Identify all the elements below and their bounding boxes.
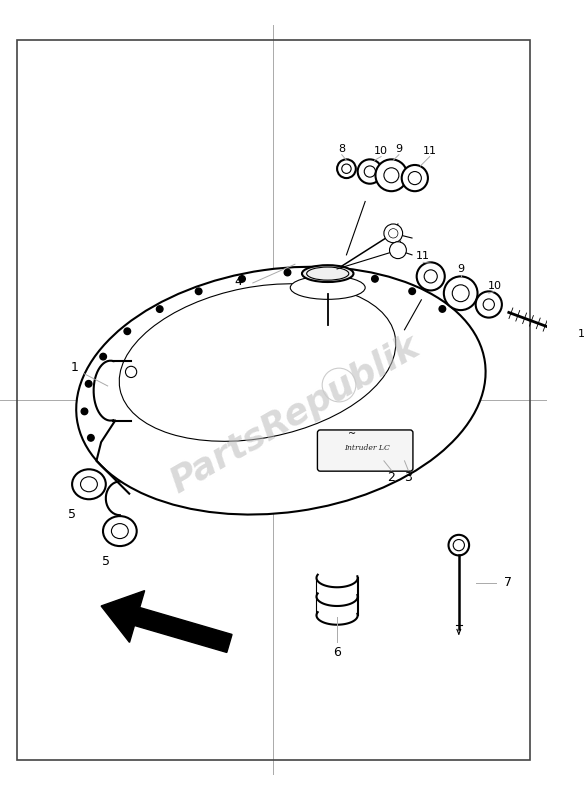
Ellipse shape bbox=[72, 470, 106, 499]
Ellipse shape bbox=[103, 516, 137, 546]
Circle shape bbox=[390, 242, 406, 258]
Text: 7: 7 bbox=[503, 576, 512, 589]
Text: 1: 1 bbox=[71, 361, 79, 374]
Circle shape bbox=[409, 288, 415, 294]
Circle shape bbox=[126, 366, 137, 378]
Text: 2: 2 bbox=[387, 471, 395, 484]
Text: 8: 8 bbox=[338, 144, 345, 154]
Circle shape bbox=[337, 159, 356, 178]
Circle shape bbox=[284, 270, 291, 276]
Polygon shape bbox=[101, 590, 232, 653]
Circle shape bbox=[88, 434, 94, 441]
Circle shape bbox=[371, 275, 378, 282]
Circle shape bbox=[568, 330, 583, 345]
Text: 3: 3 bbox=[404, 471, 412, 484]
Text: 5: 5 bbox=[102, 554, 110, 567]
Ellipse shape bbox=[76, 266, 486, 514]
Text: Intruder LC: Intruder LC bbox=[344, 444, 390, 452]
Text: 6: 6 bbox=[333, 646, 341, 659]
Circle shape bbox=[81, 408, 88, 414]
Circle shape bbox=[124, 328, 131, 334]
Text: PartsRepublik: PartsRepublik bbox=[165, 330, 426, 500]
Text: 10: 10 bbox=[374, 146, 388, 156]
Circle shape bbox=[402, 165, 428, 191]
Circle shape bbox=[196, 288, 202, 294]
Circle shape bbox=[85, 381, 92, 387]
Text: 5: 5 bbox=[68, 508, 76, 521]
Circle shape bbox=[444, 277, 478, 310]
Circle shape bbox=[376, 159, 407, 191]
Text: 9: 9 bbox=[457, 264, 464, 274]
FancyBboxPatch shape bbox=[318, 430, 413, 471]
Circle shape bbox=[384, 224, 402, 242]
Circle shape bbox=[357, 159, 382, 184]
Text: 9: 9 bbox=[395, 144, 402, 154]
Ellipse shape bbox=[302, 265, 353, 282]
Circle shape bbox=[416, 262, 445, 290]
Text: 4: 4 bbox=[235, 274, 243, 287]
Text: 11: 11 bbox=[423, 146, 437, 156]
Text: 11: 11 bbox=[416, 251, 430, 261]
Text: 12: 12 bbox=[578, 330, 584, 339]
Circle shape bbox=[100, 354, 106, 360]
Circle shape bbox=[449, 535, 469, 555]
Text: ~: ~ bbox=[348, 429, 356, 438]
Circle shape bbox=[439, 306, 446, 312]
Circle shape bbox=[475, 291, 502, 318]
Circle shape bbox=[239, 276, 245, 282]
Text: 10: 10 bbox=[488, 281, 502, 290]
Ellipse shape bbox=[290, 276, 365, 299]
Circle shape bbox=[157, 306, 163, 312]
Circle shape bbox=[329, 270, 336, 276]
